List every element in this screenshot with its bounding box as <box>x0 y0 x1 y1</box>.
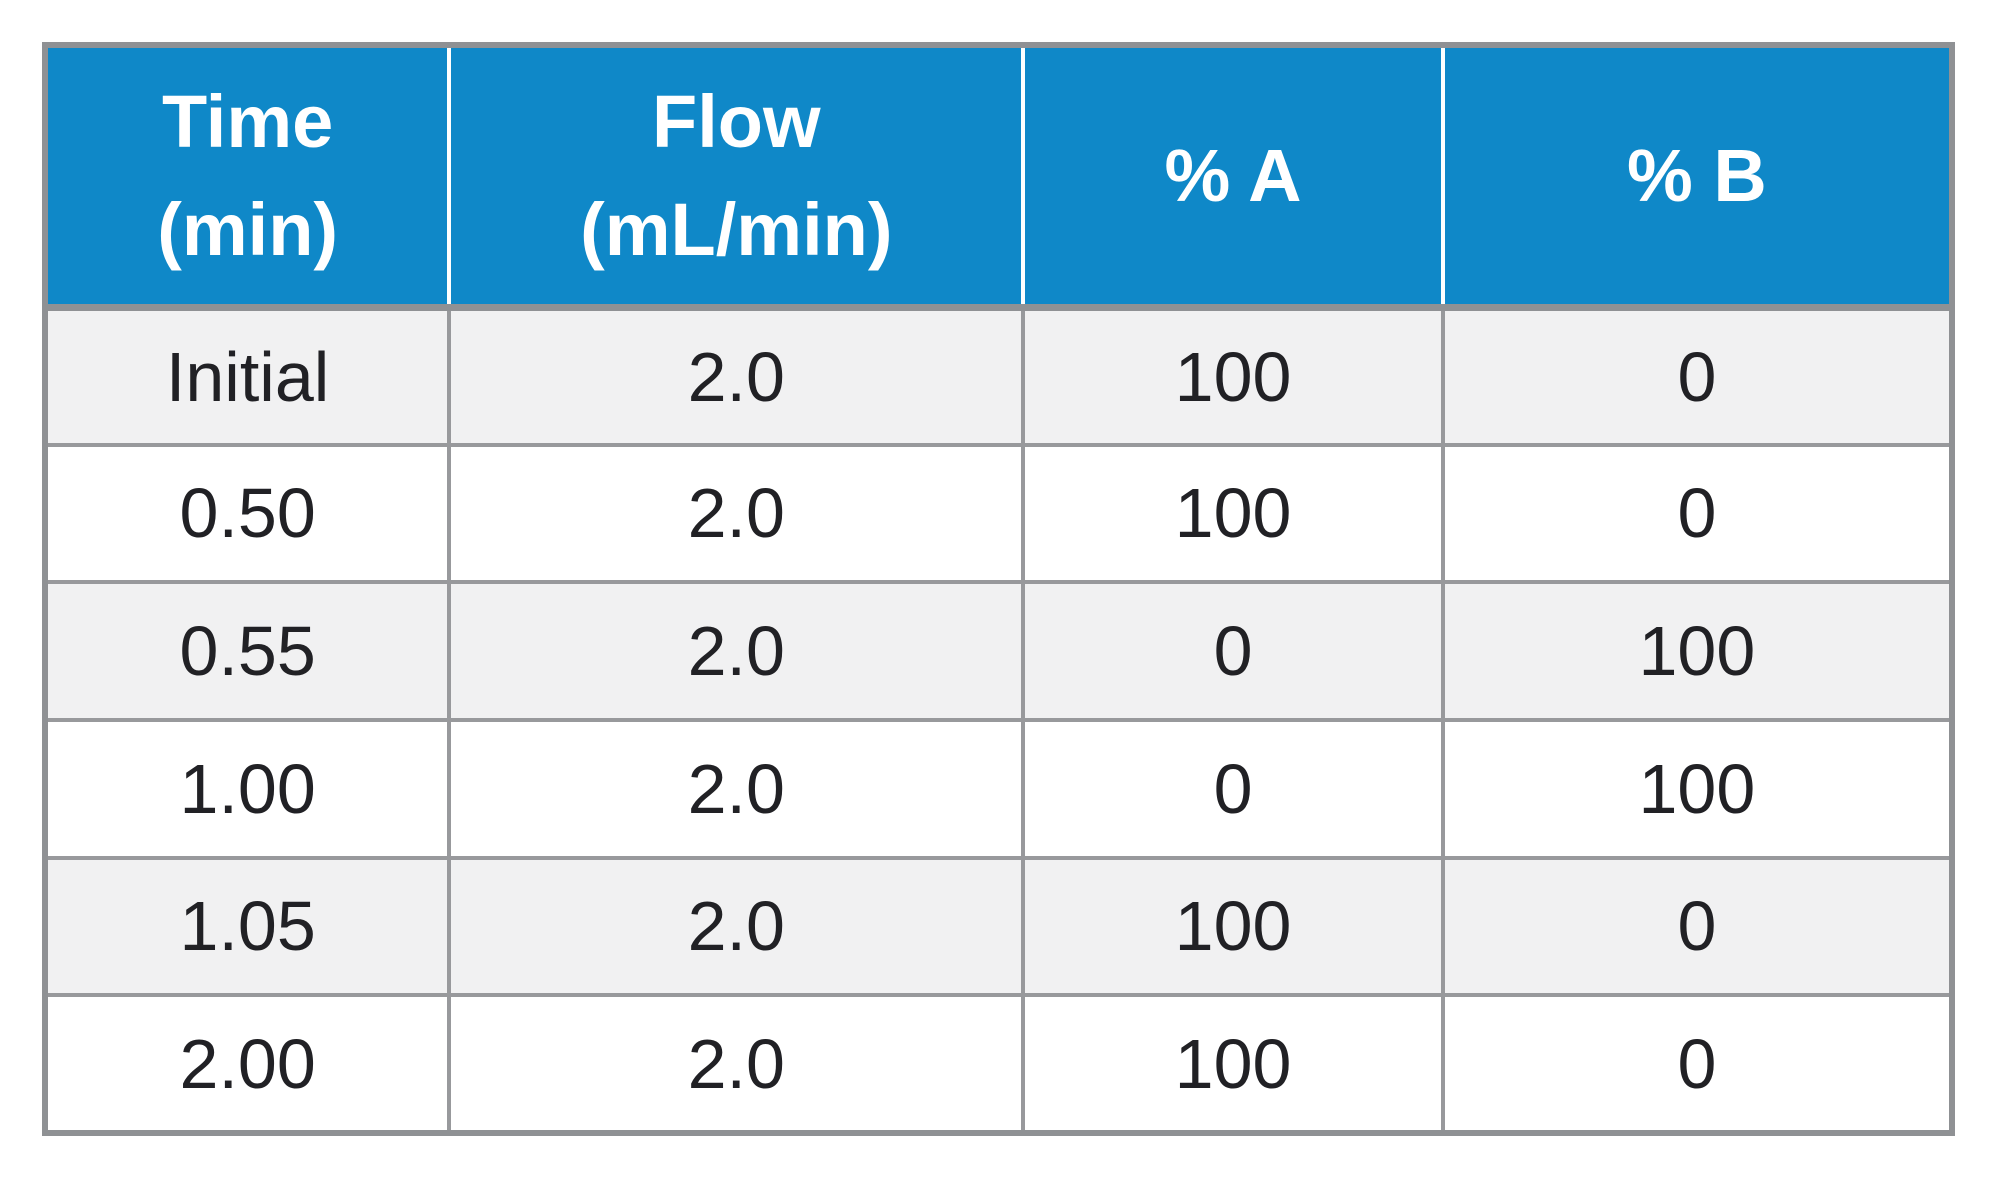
table-cell: Initial <box>42 305 452 447</box>
header-percent-a-label: % A <box>1164 134 1302 218</box>
table-cell: 100 <box>1440 717 1955 860</box>
table-cell: 100 <box>1021 993 1445 1135</box>
table-cell: 0 <box>1440 442 1955 585</box>
column-header-percent-a: % A <box>1021 45 1445 311</box>
table-row: 1.05 2.0 100 0 <box>42 855 1955 998</box>
header-time-line1: Time <box>161 80 334 164</box>
table-cell: 0 <box>1440 305 1955 447</box>
header-flow-line1: Flow <box>652 80 821 164</box>
table-row: 0.50 2.0 100 0 <box>42 442 1955 585</box>
table-cell: 1.05 <box>42 855 452 998</box>
table-cell: 100 <box>1021 855 1445 998</box>
column-header-time: Time (min) <box>45 45 452 311</box>
table-row: 0.55 2.0 0 100 <box>42 580 1955 722</box>
table-cell: 100 <box>1440 580 1955 722</box>
table-row: Initial 2.0 100 0 <box>42 305 1955 447</box>
table-cell: 2.0 <box>447 717 1026 860</box>
header-flow-line2: (mL/min) <box>580 187 893 271</box>
column-header-flow: Flow (mL/min) <box>447 45 1026 311</box>
table-cell: 0 <box>1440 993 1955 1135</box>
table-cell: 2.0 <box>447 580 1026 722</box>
table-cell: 2.0 <box>447 442 1026 585</box>
table-cell: 2.0 <box>447 993 1026 1135</box>
table-cell: 0.50 <box>42 442 452 585</box>
header-row: Time (min) Flow (mL/min) % A % B <box>45 45 1952 311</box>
table-cell: 0 <box>1021 580 1445 722</box>
gradient-table: Time (min) Flow (mL/min) % A % B Initial… <box>42 42 1955 1136</box>
table-row: 2.00 2.0 100 0 <box>42 993 1955 1135</box>
table-cell: 2.0 <box>447 855 1026 998</box>
table-cell: 0 <box>1440 855 1955 998</box>
column-header-percent-b: % B <box>1440 45 1952 311</box>
header-time-line2: (min) <box>157 187 339 271</box>
table-cell: 0 <box>1021 717 1445 860</box>
table-row: 1.00 2.0 0 100 <box>42 717 1955 860</box>
table-cell: 100 <box>1021 305 1445 447</box>
header-percent-b-label: % B <box>1627 134 1767 218</box>
table-cell: 2.0 <box>447 305 1026 447</box>
table-cell: 2.00 <box>42 993 452 1135</box>
table-cell: 100 <box>1021 442 1445 585</box>
table-cell: 1.00 <box>42 717 452 860</box>
table-cell: 0.55 <box>42 580 452 722</box>
